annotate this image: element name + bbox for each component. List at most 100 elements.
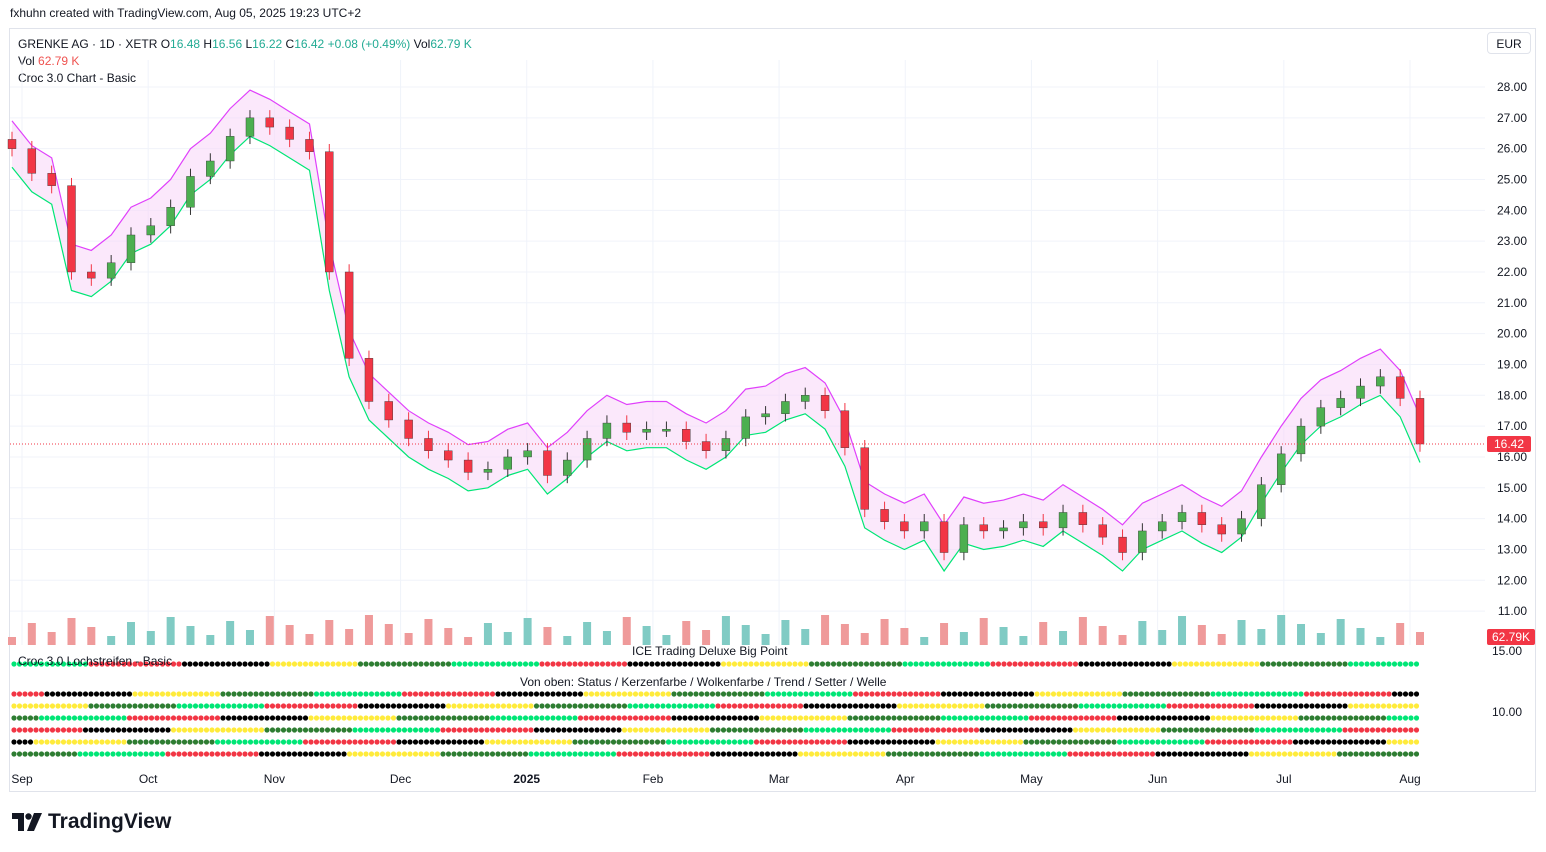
strip-dot xyxy=(187,703,193,709)
candle-body xyxy=(1356,385,1365,399)
strip-dot xyxy=(704,661,710,667)
strip-dot xyxy=(1408,751,1414,757)
candle-body xyxy=(979,524,988,532)
strip-dot xyxy=(324,715,331,721)
strip-dot xyxy=(88,661,94,667)
strip-dot xyxy=(990,739,996,745)
strip-dot xyxy=(264,739,270,745)
strip-dot xyxy=(88,751,94,757)
strip-dot xyxy=(1105,661,1112,667)
strip-dot xyxy=(731,739,738,745)
strip-dot xyxy=(940,739,947,745)
strip-dot xyxy=(407,703,413,709)
strip-dot xyxy=(1039,691,1046,697)
strip-dot xyxy=(693,739,699,745)
currency-button[interactable]: EUR xyxy=(1487,32,1531,54)
candle-body xyxy=(1257,484,1266,519)
strip-dot xyxy=(319,661,325,667)
strip-dot xyxy=(522,661,529,667)
strip-dot xyxy=(489,739,496,745)
candle-body xyxy=(1415,398,1425,445)
strip-dot xyxy=(786,727,793,733)
strip-dot xyxy=(830,739,837,745)
strip-dot xyxy=(1347,751,1354,757)
strip-dot xyxy=(671,703,677,709)
strip-dot xyxy=(1111,715,1117,721)
strip-dot xyxy=(885,751,892,757)
strip-dot xyxy=(352,691,358,697)
strip-dot xyxy=(66,751,72,757)
strip-dot xyxy=(979,715,985,721)
strip-dot xyxy=(143,715,149,721)
volume-bar xyxy=(126,622,135,645)
strip-dot xyxy=(929,715,936,721)
strip-dot xyxy=(1364,661,1370,667)
strip-dot xyxy=(363,691,369,697)
strip-dot xyxy=(979,751,985,757)
symbol-label[interactable]: GRENKE AG · 1D · XETR xyxy=(18,37,158,51)
strip-left-label[interactable]: Croc 3.0 Lochstreifen - Basic xyxy=(18,654,173,668)
time-axis[interactable]: Sep Oct Nov Dec 2025 Feb Mar Apr May Jun Jul Aug xyxy=(11,772,1420,786)
strip-dot xyxy=(539,751,545,757)
strip-dot xyxy=(1100,751,1106,757)
strip-dot xyxy=(1149,751,1156,757)
strip-dot xyxy=(1144,751,1150,757)
strip-dot xyxy=(1248,691,1255,697)
strip-dot xyxy=(566,661,573,667)
strip-dot xyxy=(1259,715,1266,721)
tradingview-logo[interactable]: TradingView xyxy=(12,810,171,834)
strip-dot xyxy=(1050,739,1057,745)
strip-dot xyxy=(390,715,397,721)
strip-dot xyxy=(638,703,644,709)
strip-dot xyxy=(902,739,908,745)
price-axis[interactable]: 28.0027.0026.0025.0024.0023.0022.0021.00… xyxy=(1497,80,1527,618)
strip-dot xyxy=(1089,727,1095,733)
strip-dot xyxy=(269,739,276,745)
strip-dot xyxy=(869,691,875,697)
candle-body xyxy=(444,450,453,461)
strip-dot xyxy=(478,751,485,757)
strip-dot xyxy=(1056,739,1062,745)
candle-body xyxy=(47,173,56,186)
strip-dot xyxy=(154,739,160,745)
strip-dot xyxy=(803,715,809,721)
strip-dot xyxy=(143,691,149,697)
strip-dot xyxy=(929,703,936,709)
strip-dot xyxy=(1050,691,1057,697)
cloud-area xyxy=(12,90,1420,571)
price-tick-label: 22.00 xyxy=(1497,265,1527,279)
strip-dot xyxy=(627,661,633,667)
strip-dot xyxy=(44,661,50,667)
strip-dot xyxy=(264,691,270,697)
strip-dot xyxy=(456,715,463,721)
strip-dot xyxy=(379,751,386,757)
strip-dot xyxy=(1045,715,1051,721)
price-tick-label: 23.00 xyxy=(1497,234,1527,248)
strip-dot xyxy=(907,715,914,721)
strip-dot xyxy=(187,661,193,667)
strip-dot xyxy=(544,751,551,757)
strip-dot xyxy=(550,727,556,733)
candle-body xyxy=(344,271,354,359)
strip-dot xyxy=(1199,661,1205,667)
legend-indicator-line[interactable]: Croc 3.0 Chart - Basic xyxy=(18,71,137,85)
strip-dot xyxy=(1397,703,1403,709)
strip-dot xyxy=(621,751,628,757)
strip-dot xyxy=(1408,727,1414,733)
strip-dot xyxy=(330,751,336,757)
strip-dot xyxy=(847,661,853,667)
strip-dot xyxy=(1149,739,1156,745)
strip-dot xyxy=(1017,661,1024,667)
strip-dot xyxy=(440,703,446,709)
strip-dot xyxy=(621,661,628,667)
strip-dot xyxy=(148,715,155,721)
strip-dot xyxy=(962,661,969,667)
strip-dot xyxy=(693,751,699,757)
strip-dot xyxy=(1111,751,1117,757)
strip-dot xyxy=(137,661,144,667)
strip-dot xyxy=(951,691,958,697)
strip-dot xyxy=(38,751,45,757)
strip-dot xyxy=(396,715,402,721)
strip-dot xyxy=(225,661,232,667)
